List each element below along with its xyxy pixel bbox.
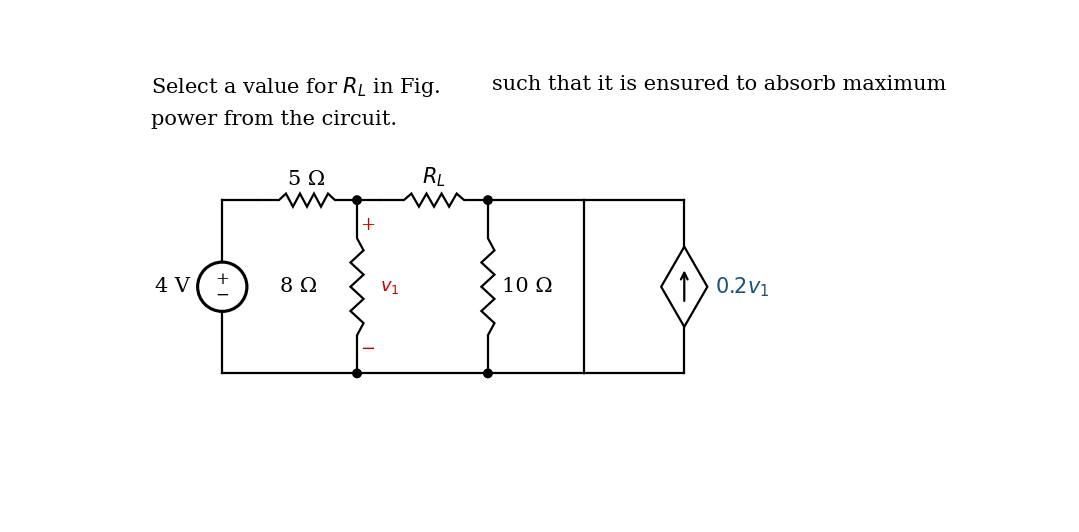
Text: Select a value for $R_L$ in Fig.: Select a value for $R_L$ in Fig. xyxy=(151,74,441,98)
Text: −: − xyxy=(360,340,375,358)
Text: $v_1$: $v_1$ xyxy=(380,278,399,296)
Circle shape xyxy=(483,196,492,204)
Circle shape xyxy=(483,369,492,378)
Circle shape xyxy=(353,196,361,204)
Text: 4 V: 4 V xyxy=(155,277,190,296)
Text: such that it is ensured to absorb maximum: such that it is ensured to absorb maximu… xyxy=(492,74,946,94)
Text: 5 Ω: 5 Ω xyxy=(288,170,326,189)
Text: 10 Ω: 10 Ω xyxy=(502,277,552,296)
Text: power from the circuit.: power from the circuit. xyxy=(151,110,397,129)
Text: 8 Ω: 8 Ω xyxy=(279,277,317,296)
Text: $R_L$: $R_L$ xyxy=(422,166,446,189)
Text: +: + xyxy=(216,271,229,288)
Text: $0.2v_1$: $0.2v_1$ xyxy=(715,275,769,298)
Text: −: − xyxy=(216,287,229,304)
Text: +: + xyxy=(360,216,375,234)
Circle shape xyxy=(353,369,361,378)
